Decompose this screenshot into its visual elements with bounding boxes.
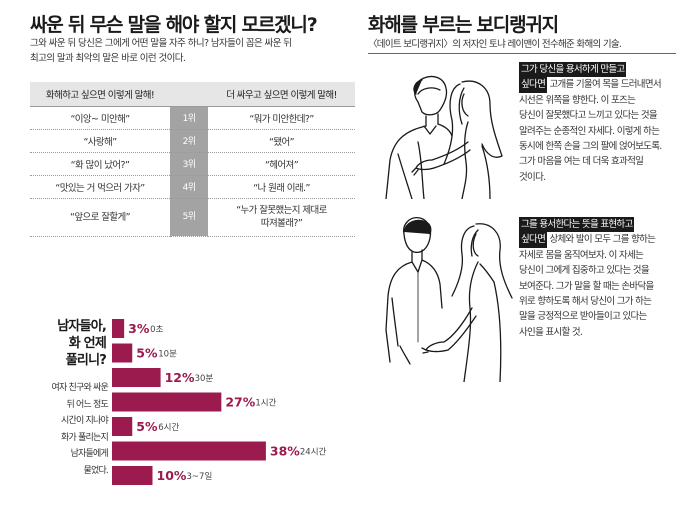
tip-line: 당신이 잘못했다고 느끼고 있다는 것을	[519, 110, 658, 122]
header-rank	[170, 82, 208, 107]
table-row: “맛있는 거 먹으러 가자” 4위 “나 원래 이래.”	[30, 175, 355, 199]
tip-highlight: 싶다면	[519, 232, 548, 248]
chart-desc-line: 물었다.	[83, 465, 108, 476]
header-good: 화해하고 싶으면 이렇게 말해!	[30, 82, 170, 107]
tip-line: 그가 마음을 여는 데 더욱 효과적일	[519, 156, 644, 168]
table-header-row: 화해하고 싶으면 이렇게 말해! 더 싸우고 싶으면 이렇게 말해!	[30, 82, 355, 107]
bar-2	[112, 368, 161, 387]
bar-5	[112, 441, 266, 461]
bad-phrase: “됐어”	[208, 129, 355, 153]
table-row: “사랑해” 2위 “됐어”	[30, 129, 355, 153]
bar-4	[112, 417, 133, 436]
header-bad: 더 싸우고 싶으면 이렇게 말해!	[208, 82, 355, 107]
tip-line: 보여준다. 그가 말을 할 때는 손바닥을	[519, 280, 654, 292]
rank-cell: 5위	[170, 198, 208, 237]
left-intro: 그와 싸운 뒤 당신은 그에게 어떤 말을 자주 하니? 남자들이 꼽은 싸운 …	[30, 36, 355, 66]
chart-desc-line: 여자 친구와 싸운	[51, 383, 109, 393]
chart-desc-line: 뒤 어느 정도	[66, 399, 108, 410]
chart-title-line: 남자들아,	[57, 319, 107, 334]
tip-highlight: 그를 용서한다는 뜻을 표현하고	[519, 217, 635, 233]
intro-line: 최고의 말과 최악의 말은 바로 이런 것이다.	[30, 53, 186, 64]
bar-category-label: 3~7일	[187, 472, 213, 482]
tip-forgive-me: 그가 당신을 용서하게 만들고 싶다면 고개를 기울여 목을 드러내면서 시선은…	[519, 62, 662, 185]
bar-category-label: 6시간	[158, 422, 179, 433]
intro-line: 그와 싸운 뒤 당신은 그에게 어떤 말을 자주 하니? 남자들이 꼽은 싸운 …	[30, 38, 292, 49]
bar-category-label: 0초	[150, 325, 163, 335]
right-title: 화해를 부르는 보디랭귀지	[368, 14, 559, 36]
bar-value-label: 5%	[136, 419, 158, 434]
tip-line: 말을 긍정적으로 받아들이고 있다는	[519, 311, 647, 323]
bar-1	[112, 343, 133, 363]
bar-category-label: 1시간	[255, 398, 276, 409]
couple-illustration-2	[385, 217, 513, 382]
chart-title-line: 화 언제	[68, 336, 107, 351]
rank-cell: 2위	[170, 129, 208, 153]
right-subtitle: 〈데이트 보디랭귀지〉의 저자인 토냐 레이맨이 전수해준 화해의 기술.	[368, 36, 676, 54]
bar-category-label: 30분	[195, 374, 214, 384]
chart-description: 여자 친구와 싸운 뒤 어느 정도 시간이 지나야 화가 풀리는지 남자들에게 …	[30, 380, 109, 479]
chart-desc-line: 화가 풀리는지	[61, 432, 109, 443]
bad-phrase: “헤어져”	[208, 152, 355, 176]
tip-highlight: 그가 당신을 용서하게 만들고	[519, 62, 627, 78]
tip-line: 사인을 표시할 것.	[519, 326, 583, 338]
tip-line: 것이다.	[519, 171, 546, 183]
bar-value-label: 10%	[157, 468, 187, 483]
table-row: “이앙~ 미안해” 1위 “뭐가 미안한데?”	[30, 106, 355, 130]
tip-line: 알려주는 순종적인 자세다. 이렇게 하는	[519, 125, 660, 137]
good-phrase: “사랑해”	[30, 129, 170, 153]
tip-line: 위로 향하도록 해서 당신이 그가 하는	[519, 296, 652, 308]
good-phrase: “앞으로 잘할게”	[30, 198, 170, 237]
bad-phrase: “누가 잘못했는지 제대로 따져볼래?”	[208, 198, 355, 237]
tip-text: 상체와 발이 모두 그를 향하는	[547, 234, 656, 246]
chart-desc-line: 시간이 지나야	[61, 416, 109, 426]
bar-0	[112, 319, 125, 338]
rank-cell: 3위	[170, 152, 208, 176]
words-table: 화해하고 싶으면 이렇게 말해! 더 싸우고 싶으면 이렇게 말해! “이앙~ …	[30, 82, 355, 237]
chart-title: 남자들아, 화 언제 풀리니?	[36, 318, 107, 369]
tip-line: 동시에 한쪽 손을 그의 팔에 얹어보도록.	[519, 141, 662, 153]
table-row: “앞으로 잘할게” 5위 “누가 잘못했는지 제대로 따져볼래?”	[30, 198, 355, 237]
good-phrase: “맛있는 거 먹으러 가자”	[30, 175, 170, 199]
bar-value-label: 38%	[270, 444, 300, 459]
tip-line: 당신이 그에게 집중하고 있다는 것을	[519, 265, 650, 277]
tip-line: 자세로 몸을 움직여보자. 이 자세는	[519, 249, 644, 261]
bar-3	[112, 392, 222, 412]
table-row: “화 많이 났어?” 3위 “헤어져”	[30, 152, 355, 176]
chart-desc-line: 남자들에게	[70, 449, 109, 459]
rank-cell: 4위	[170, 175, 208, 199]
bar-6	[112, 466, 153, 485]
tip-text: 고개를 기울여 목을 드러내면서	[547, 79, 661, 91]
bar-category-label: 24시간	[300, 447, 327, 458]
bar-category-label: 10분	[158, 350, 177, 360]
tip-highlight: 싶다면	[519, 77, 548, 93]
rank-cell: 1위	[170, 106, 208, 130]
tip-i-forgive: 그를 용서한다는 뜻을 표현하고 싶다면 상체와 발이 모두 그를 향하는 자세…	[519, 217, 656, 340]
bad-phrase-line: “누가 잘못했는지 제대로	[236, 205, 327, 216]
chart-title-line: 풀리니?	[65, 353, 107, 368]
good-phrase: “이앙~ 미안해”	[30, 106, 170, 130]
bar-value-label: 3%	[128, 321, 150, 336]
bad-phrase-line: 따져볼래?”	[260, 218, 303, 229]
bad-phrase: “나 원래 이래.”	[208, 175, 355, 199]
good-phrase: “화 많이 났어?”	[30, 152, 170, 176]
bar-value-label: 12%	[165, 370, 195, 385]
couple-illustration-1	[385, 75, 503, 199]
bar-value-label: 5%	[136, 346, 158, 361]
left-title: 싸운 뒤 무슨 말을 해야 할지 모르겠니?	[30, 14, 318, 36]
tip-line: 시선은 위쪽을 향한다. 이 포즈는	[519, 94, 636, 106]
bad-phrase: “뭐가 미안한데?”	[208, 106, 355, 130]
bar-value-label: 27%	[225, 395, 255, 410]
